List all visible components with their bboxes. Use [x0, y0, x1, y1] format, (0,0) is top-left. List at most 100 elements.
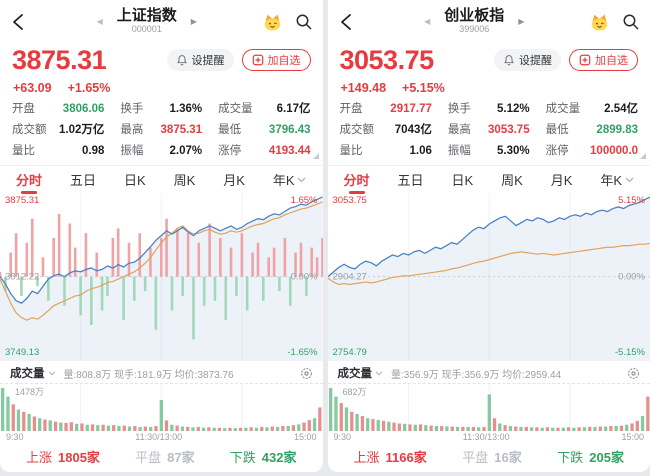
stat-turnover: 换手 1.36%	[120, 103, 203, 116]
stats-grid: 开盘 3806.06 换手 1.36% 成交量 6.17亿 成交额 1.02万亿 最高 3…	[0, 96, 323, 161]
time-open: 9:30	[333, 432, 352, 443]
set-alert-label: 设提醒	[519, 55, 552, 68]
volume-indicator-selector[interactable]: 成交量	[338, 365, 384, 381]
back-button[interactable]	[10, 12, 32, 32]
volume-header: 成交量 量:808.8万 现手:181.9万 均价:3873.76	[0, 361, 323, 383]
vip-crown-icon[interactable]	[589, 12, 610, 31]
next-stock-icon[interactable]: ▶	[190, 16, 197, 26]
next-stock-icon[interactable]: ▶	[518, 16, 525, 26]
tab-minute[interactable]: 分时	[344, 170, 370, 189]
minute-chart[interactable]: 3875.31 1.65% 3812.22 0.00% 3749.13 -1.6…	[0, 193, 323, 361]
top-bar: ◀ 上证指数 000001 ▶	[0, 0, 323, 41]
stat-limit-up: 涨停 4193.44	[218, 144, 311, 157]
vip-crown-icon[interactable]	[262, 12, 283, 31]
prev-stock-icon[interactable]: ◀	[96, 16, 103, 26]
time-close: 15:00	[621, 432, 644, 443]
back-chevron-icon	[340, 13, 351, 30]
stat-amount: 成交额 7043亿	[339, 123, 432, 136]
divider	[327, 165, 650, 167]
settings-gear-icon[interactable]	[300, 367, 313, 380]
chart-zero-pct-label: 0.00%	[290, 270, 318, 282]
tab-daily-k[interactable]: 日K	[451, 173, 474, 189]
stat-open: 开盘 2917.77	[339, 103, 432, 116]
price-change-row: +63.09 +1.65%	[0, 79, 323, 97]
add-watchlist-label: 加自选	[595, 55, 628, 68]
stock-title-block: 上证指数 000001	[116, 6, 177, 35]
tab-yearly-k[interactable]: 年K	[600, 170, 634, 189]
stat-volume: 成交量 2.54亿	[545, 103, 638, 116]
price-change-pct: +5.15%	[402, 80, 445, 95]
current-price: 3053.75	[339, 44, 435, 75]
volume-header: 成交量 量:356.9万 现手:356.9万 均价:2959.44	[328, 361, 650, 383]
settings-gear-icon[interactable]	[627, 367, 640, 380]
chevron-down-icon	[48, 371, 55, 376]
chart-max-price-label: 3053.75	[332, 195, 367, 207]
chart-max-price-label: 3875.31	[5, 195, 40, 207]
tab-5day[interactable]: 五日	[397, 173, 424, 189]
chart-period-tabs: 分时 五日 日K 周K 月K 年K	[0, 166, 323, 193]
set-alert-button[interactable]: 设提醒	[166, 49, 234, 72]
market-breadth: 上涨 1166家 平盘 16家 下跌 205家	[328, 445, 650, 472]
price-change: +149.48	[340, 80, 387, 95]
top-bar: ◀ 创业板指 399006 ▶	[328, 0, 650, 41]
time-close: 15:00	[293, 432, 317, 443]
bell-icon	[176, 54, 188, 67]
stock-code: 000001	[131, 24, 162, 35]
bell-icon	[503, 54, 515, 67]
add-box-icon	[252, 54, 264, 66]
add-box-icon	[579, 54, 591, 66]
set-alert-label: 设提醒	[191, 55, 225, 68]
tab-daily-k[interactable]: 日K	[123, 173, 146, 189]
stock-name: 上证指数	[116, 6, 177, 24]
back-chevron-icon	[13, 13, 23, 30]
stock-name: 创业板指	[444, 6, 505, 24]
chart-zero-pct-label: 0.00%	[618, 270, 645, 282]
add-watchlist-label: 加自选	[267, 55, 301, 68]
search-icon[interactable]	[295, 13, 313, 31]
stat-vol-ratio: 量比 1.06	[339, 144, 432, 157]
price-change: +63.09	[13, 80, 52, 95]
add-watchlist-button[interactable]: 加自选	[241, 49, 311, 72]
add-watchlist-button[interactable]: 加自选	[569, 49, 638, 72]
advancers: 上涨 1805家	[26, 450, 100, 466]
stat-amount: 成交额 1.02万亿	[12, 123, 105, 136]
volume-chart[interactable]: 1478万	[0, 382, 323, 432]
index-panel-sse: ◀ 上证指数 000001 ▶ 3875.31	[0, 0, 323, 472]
time-midday: 11:30/13:00	[462, 432, 510, 443]
chart-prevclose-label: 2904.27	[332, 270, 367, 282]
decliners: 下跌 205家	[557, 450, 624, 466]
chart-min-price-label: 2754.79	[332, 346, 367, 358]
current-price: 3875.31	[12, 44, 107, 75]
chart-period-tabs: 分时 五日 日K 周K 月K 年K	[328, 166, 650, 193]
stat-volume: 成交量 6.17亿	[218, 103, 311, 116]
tab-monthly-k[interactable]: 月K	[223, 173, 245, 189]
set-alert-button[interactable]: 设提醒	[494, 49, 561, 72]
tab-5day[interactable]: 五日	[69, 173, 96, 189]
minute-chart[interactable]: 3053.75 5.15% 2904.27 0.00% 2754.79 -5.1…	[327, 193, 650, 361]
stat-high: 最高 3875.31	[120, 123, 203, 136]
back-button[interactable]	[338, 12, 360, 32]
market-breadth: 上涨 1805家 平盘 87家 下跌 432家	[0, 445, 323, 472]
index-panel-chinext: ◀ 创业板指 399006 ▶ 3053.75	[327, 0, 650, 472]
stats-grid: 开盘 2917.77 换手 5.12% 成交量 2.54亿 成交额 7043亿 最高 30…	[328, 96, 650, 161]
divider	[0, 360, 323, 362]
tab-minute[interactable]: 分时	[16, 170, 42, 189]
chart-max-pct-label: 5.15%	[618, 195, 645, 207]
price-change-row: +149.48 +5.15%	[328, 79, 650, 97]
volume-indicator-selector[interactable]: 成交量	[10, 365, 56, 381]
volume-chart[interactable]: 682万	[327, 382, 650, 432]
stat-amplitude: 振幅 2.07%	[120, 144, 203, 157]
tab-weekly-k[interactable]: 周K	[501, 173, 523, 189]
tab-monthly-k[interactable]: 月K	[550, 173, 573, 189]
prev-stock-icon[interactable]: ◀	[424, 16, 431, 26]
volume-max-label: 1478万	[15, 386, 45, 397]
search-icon[interactable]	[622, 13, 640, 31]
time-axis: 9:30 11:30/13:00 15:00	[0, 431, 323, 445]
unchanged: 平盘 16家	[462, 450, 522, 466]
stat-low: 最低 3796.43	[218, 123, 311, 136]
tab-weekly-k[interactable]: 周K	[173, 173, 196, 189]
tab-yearly-k[interactable]: 年K	[273, 170, 307, 189]
expand-corner-icon	[312, 153, 319, 160]
decliners: 下跌 432家	[229, 450, 297, 466]
